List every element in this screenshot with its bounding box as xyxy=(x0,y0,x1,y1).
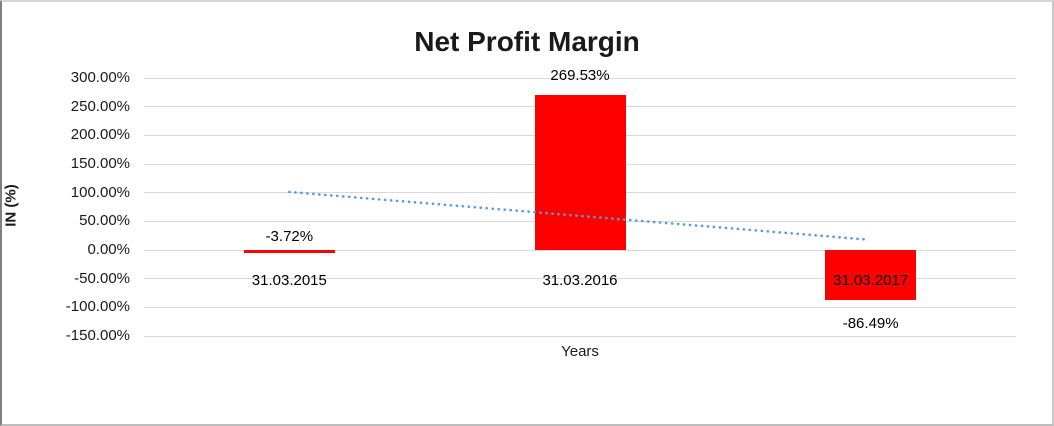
chart-title: Net Profit Margin xyxy=(414,26,640,57)
y-axis-tick-label: 250.00% xyxy=(70,97,130,115)
y-axis-tick-label: 300.00% xyxy=(70,69,130,86)
y-axis-tick-label: -100.00% xyxy=(65,298,130,316)
y-axis-tick-label: -50.00% xyxy=(74,269,130,287)
data-label: -3.72% xyxy=(265,228,314,245)
gridline xyxy=(144,278,1016,280)
x-axis-category-label: 31.03.2015 xyxy=(251,272,327,289)
bar-31.03.2017 xyxy=(825,250,917,300)
x-axis-title: Years xyxy=(561,343,599,360)
gridline xyxy=(144,77,1016,79)
bar-31.03.2016 xyxy=(534,95,626,250)
bar-31.03.2015 xyxy=(243,250,335,253)
gridline xyxy=(144,306,1016,308)
gridline xyxy=(144,249,1016,251)
y-axis-tick-label: 200.00% xyxy=(70,126,130,144)
gridline xyxy=(144,335,1016,337)
y-axis-tick-label: 100.00% xyxy=(70,183,130,201)
y-axis-tick-label: 50.00% xyxy=(79,212,130,230)
x-axis-category-label: 31.03.2016 xyxy=(542,272,618,289)
data-label: -86.49% xyxy=(842,314,899,332)
x-axis-category-label: 31.03.2017 xyxy=(833,272,909,289)
y-axis-tick-label: 150.00% xyxy=(70,155,130,172)
y-axis-tick-label: 0.00% xyxy=(87,241,130,258)
data-label: 269.53% xyxy=(550,67,610,85)
y-axis-tick-label: -150.00% xyxy=(65,327,130,344)
